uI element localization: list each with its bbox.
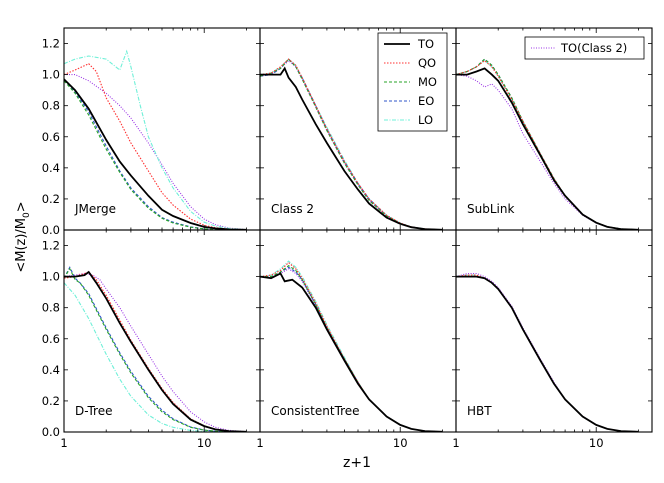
- series-line-qo: [260, 261, 443, 432]
- panel-title: SubLink: [467, 202, 514, 216]
- series-line-to: [64, 78, 247, 230]
- y-tick-label: 0.6: [42, 332, 60, 346]
- x-axis-label: z+1: [343, 455, 371, 471]
- legend-label: EO: [418, 94, 434, 108]
- legend-main: TO QO MO EO LO: [377, 32, 448, 132]
- panel-frame: [259, 229, 457, 433]
- legends-layer: TO QO MO EO LO TO(Class 2): [377, 32, 645, 132]
- legend-label: TO(Class 2): [560, 41, 627, 55]
- ticks: [259, 230, 456, 433]
- series-line-mo: [64, 80, 247, 230]
- series-line-to: [64, 270, 247, 432]
- legend-class2: TO(Class 2): [524, 36, 645, 60]
- series-group: [64, 49, 247, 230]
- y-tick-label: 1.2: [42, 239, 60, 253]
- ticks: [63, 230, 260, 433]
- series-line-eo: [64, 266, 247, 432]
- series-line-to: [260, 272, 443, 432]
- panel-title: Class 2: [271, 202, 314, 216]
- series-group: [260, 58, 443, 230]
- y-tick-label: 0.2: [42, 394, 60, 408]
- panel-title: D-Tree: [75, 404, 112, 418]
- series-line-to: [456, 275, 639, 432]
- series-line-to-class-2-: [456, 74, 639, 230]
- series-line-to-class-2-: [64, 74, 247, 230]
- series-line-lo: [64, 49, 247, 230]
- series-line-mo: [64, 267, 247, 432]
- y-axis-label-sub: 0: [22, 212, 32, 218]
- x-tick-label: 1: [256, 436, 263, 450]
- y-tick-label: 0.4: [42, 161, 60, 175]
- x-tick-label: 10: [197, 436, 212, 450]
- x-tick-label: 10: [589, 436, 604, 450]
- series-line-to-class-2-: [456, 272, 639, 432]
- ticks: [63, 28, 260, 231]
- y-tick-label: 0.0: [42, 223, 60, 237]
- y-tick-label: 1.2: [42, 37, 60, 51]
- panel-frame: [63, 27, 261, 231]
- series-line-qo: [64, 63, 247, 230]
- series-line-to: [456, 67, 639, 230]
- y-tick-label: 1.0: [42, 68, 60, 82]
- y-tick-label: 0.6: [42, 130, 60, 144]
- legend-label: LO: [418, 113, 433, 127]
- panel-title: HBT: [467, 404, 492, 418]
- y-axis-label-end: >: [14, 201, 29, 212]
- panel-title: ConsistentTree: [271, 404, 360, 418]
- y-tick-label: 0.8: [42, 99, 60, 113]
- x-tick-label: 1: [452, 436, 459, 450]
- legend-label: QO: [418, 56, 436, 70]
- x-tick-label: 1: [60, 436, 67, 450]
- panel-frame: [63, 229, 261, 433]
- panel-jmerge: 0.0 0.2 0.4 0.6 0.8 1.0 1.2 JMerge: [42, 27, 261, 237]
- y-axis-label: <M(z)/M0>: [14, 201, 32, 272]
- ticks: [455, 230, 652, 433]
- series-line-eo: [64, 80, 247, 230]
- series-group: [260, 260, 443, 432]
- panel-title: JMerge: [74, 202, 116, 216]
- y-tick-label: 0.0: [42, 425, 60, 439]
- y-axis-label-main: <M(z)/M: [14, 218, 29, 273]
- panels-layer: 0.0 0.2 0.4 0.6 0.8 1.0 1.2 JMerge Class 2 SubLin…: [42, 27, 653, 450]
- panel-frame: [455, 229, 653, 433]
- legend-box: [524, 36, 645, 60]
- series-line-to: [260, 66, 443, 230]
- y-tick-label: 0.4: [42, 363, 60, 377]
- legend-label: TO: [417, 37, 434, 51]
- x-tick-label: 10: [393, 436, 408, 450]
- panel-consistenttree: 1 10 ConsistentTree: [256, 229, 457, 450]
- y-tick-label: 0.2: [42, 192, 60, 206]
- panel-hbt: 1 10 HBT: [452, 229, 653, 450]
- y-tick-label: 1.0: [42, 270, 60, 284]
- panel-sublink: SubLink: [455, 27, 653, 231]
- series-group: [456, 272, 639, 432]
- legend-label: MO: [418, 75, 437, 89]
- series-line-to-class-2-: [64, 272, 247, 432]
- panel-d-tree: 0.0 0.2 0.4 0.6 0.8 1.0 1.2 1 10 D-Tree: [42, 229, 261, 450]
- series-group: [456, 58, 639, 230]
- y-tick-label: 0.8: [42, 301, 60, 315]
